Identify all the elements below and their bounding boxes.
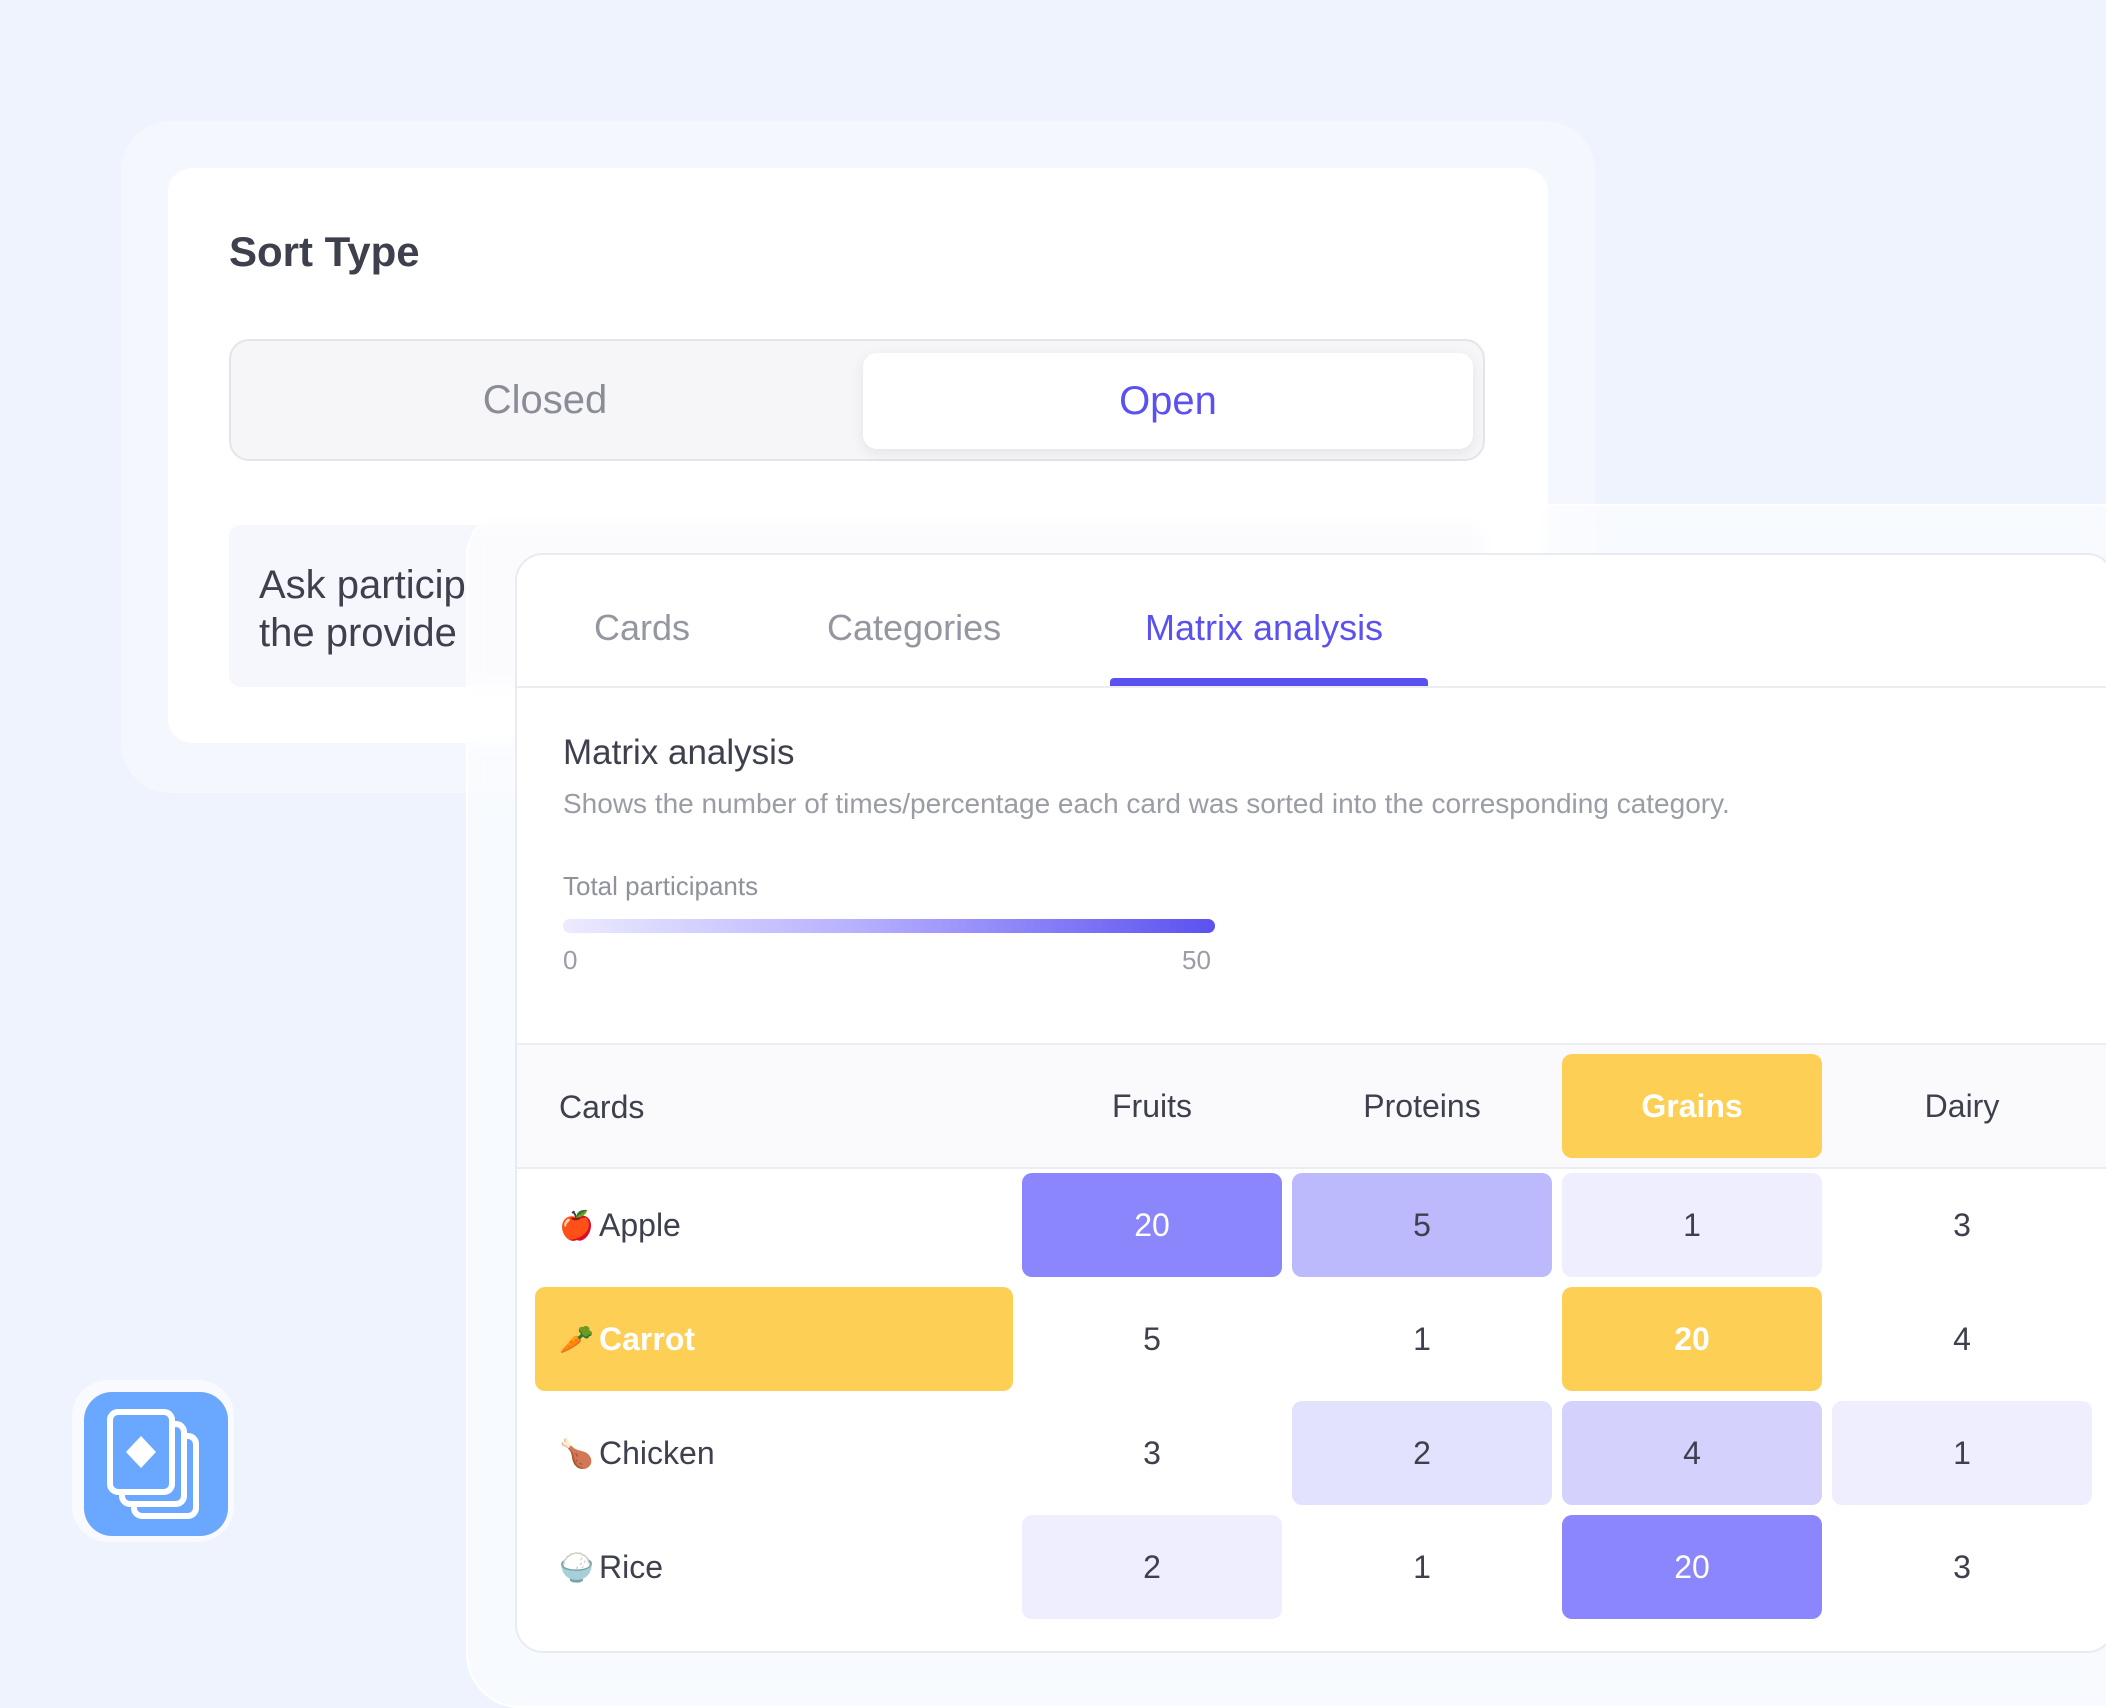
row-label-text: Apple (599, 1206, 681, 1243)
header-proteins[interactable]: Proteins (1363, 1087, 1481, 1124)
sort-option-closed[interactable]: Closed (482, 377, 608, 422)
matrix-cell[interactable]: 2 (1292, 1401, 1552, 1505)
row-label-chicken[interactable]: 🍗 Chicken (535, 1401, 1013, 1505)
matrix-cell[interactable]: 1 (1562, 1173, 1822, 1277)
tab-bar: Cards Categories Matrix analysis (517, 555, 2106, 688)
carrot-emoji-icon: 🥕 (559, 1323, 594, 1355)
matrix-cell[interactable]: 2 (1022, 1515, 1282, 1619)
matrix-cell[interactable]: 1 (1413, 1320, 1431, 1357)
matrix-cell[interactable]: 4 (1562, 1401, 1822, 1505)
apple-emoji-icon: 🍎 (559, 1209, 594, 1241)
sort-type-toggle: Closed Open (229, 339, 1485, 461)
section-title: Matrix analysis (563, 733, 795, 772)
row-label-carrot[interactable]: 🥕 Carrot (535, 1287, 1013, 1391)
header-dairy[interactable]: Dairy (1924, 1087, 2000, 1124)
card-stack-icon-graphic (107, 1409, 199, 1519)
rice-emoji-icon: 🍚 (559, 1551, 594, 1583)
row-label-text: Carrot (599, 1320, 696, 1357)
matrix-cell[interactable]: 5 (1292, 1173, 1552, 1277)
card-stack-icon[interactable] (84, 1392, 228, 1536)
row-label-rice[interactable]: 🍚 Rice (535, 1515, 1013, 1619)
matrix-cell[interactable]: 20 (1562, 1287, 1822, 1391)
row-label-text: Chicken (599, 1434, 715, 1471)
header-cards: Cards (559, 1089, 645, 1125)
row-label-text: Rice (599, 1548, 664, 1585)
matrix-cell[interactable]: 1 (1832, 1401, 2092, 1505)
tab-cards[interactable]: Cards (594, 607, 691, 648)
sort-description-text: Ask particip the provide (259, 563, 466, 655)
chicken-emoji-icon: 🍗 (559, 1437, 594, 1469)
legend-min: 0 (563, 945, 578, 975)
matrix-table: Cards Fruits Proteins Grains Dairy 🍎 App… (517, 1043, 2106, 1651)
matrix-cell[interactable]: 20 (1562, 1515, 1822, 1619)
matrix-cell[interactable]: 4 (1953, 1320, 1971, 1357)
active-tab-indicator (1110, 678, 1428, 686)
row-label-apple[interactable]: 🍎 Apple (535, 1173, 1013, 1277)
tab-categories[interactable]: Categories (827, 607, 1002, 648)
tab-matrix-analysis[interactable]: Matrix analysis (1145, 607, 1384, 648)
matrix-cell[interactable]: 20 (1022, 1173, 1282, 1277)
legend-label: Total participants (563, 871, 759, 901)
legend-gradient-bar (563, 919, 1215, 933)
sort-type-title: Sort Type (229, 228, 420, 275)
sort-option-open[interactable]: Open (863, 353, 1473, 449)
table-header: Cards Fruits Proteins Grains Dairy (517, 1045, 2106, 1169)
matrix-cell[interactable]: 3 (1953, 1548, 1971, 1585)
section-subtitle: Shows the number of times/percentage eac… (563, 788, 1730, 819)
legend-max: 50 (1182, 945, 1211, 975)
matrix-cell[interactable]: 3 (1143, 1434, 1161, 1471)
matrix-cell[interactable]: 5 (1143, 1320, 1161, 1357)
matrix-cell[interactable]: 3 (1953, 1206, 1971, 1243)
analysis-card: Cards Categories Matrix analysis Matrix … (515, 553, 2106, 1653)
matrix-cell[interactable]: 1 (1413, 1548, 1431, 1585)
header-grains[interactable]: Grains (1562, 1054, 1822, 1158)
header-fruits[interactable]: Fruits (1112, 1087, 1192, 1124)
